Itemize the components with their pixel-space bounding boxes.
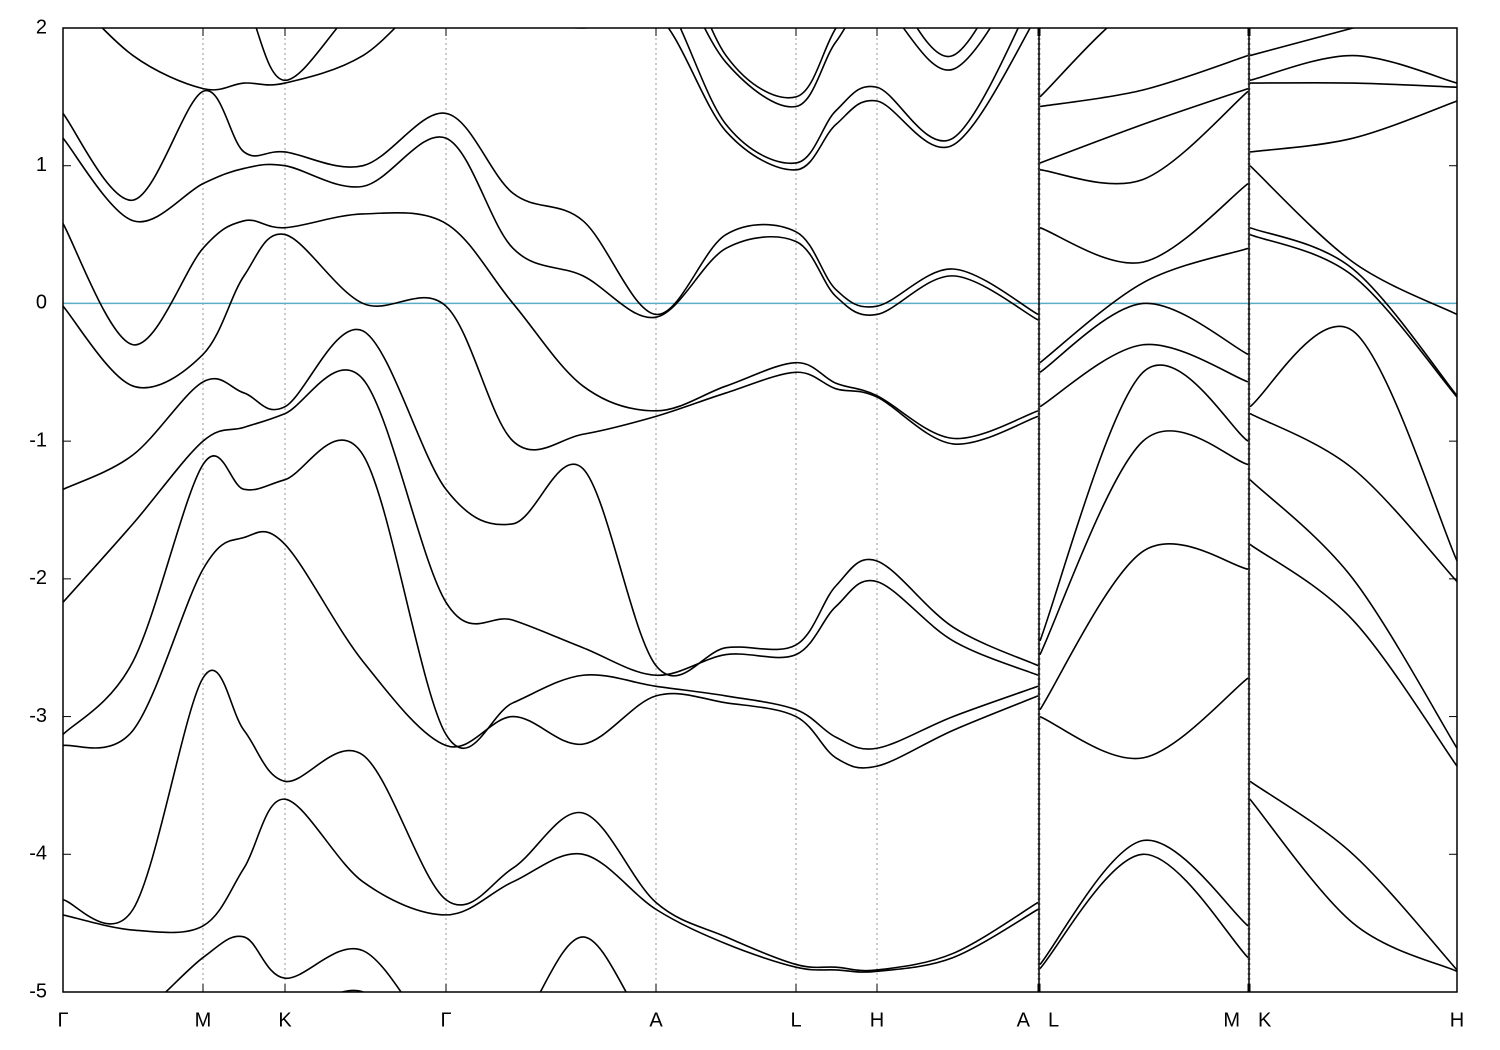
y-tick-label: 1 — [36, 154, 47, 176]
x-tick-label: L — [790, 1009, 801, 1031]
y-tick-label: -5 — [29, 980, 47, 1002]
band-line — [255, 28, 1109, 165]
band-line — [63, 100, 1457, 440]
band-line — [340, 798, 1457, 992]
x-tick-label: L — [1048, 1009, 1059, 1031]
x-tick-label: A — [1017, 1009, 1031, 1031]
x-tick-label: A — [649, 1009, 663, 1031]
y-tick-label: -2 — [29, 567, 47, 589]
band-line — [63, 233, 1457, 677]
band-line — [63, 543, 1457, 973]
y-tick-label: -4 — [29, 843, 47, 865]
x-tick-label: H — [870, 1009, 884, 1031]
x-tick-label: Γ — [57, 1009, 68, 1031]
y-tick-label: 0 — [36, 292, 47, 314]
band-line — [101, 28, 1357, 171]
x-tick-label: Γ — [440, 1009, 451, 1031]
plot-border — [62, 27, 1458, 993]
y-tick-label: -1 — [29, 429, 47, 451]
x-tick-label: M — [195, 1009, 212, 1031]
band-line — [63, 325, 1457, 750]
band-line — [63, 479, 1457, 972]
x-tick-label: K — [278, 1009, 292, 1031]
band-line — [63, 226, 1457, 677]
band-line — [63, 165, 1457, 451]
band-line — [63, 81, 1457, 321]
band-line — [63, 412, 1457, 769]
bands — [63, 28, 1457, 992]
x-tick-label: K — [1258, 1009, 1272, 1031]
x-tick-label: H — [1450, 1009, 1464, 1031]
band-line — [164, 780, 1457, 992]
band-line — [63, 54, 1457, 316]
x-tick-label: M — [1223, 1009, 1240, 1031]
y-tick-label: 2 — [36, 16, 47, 38]
y-tick-label: -3 — [29, 705, 47, 727]
